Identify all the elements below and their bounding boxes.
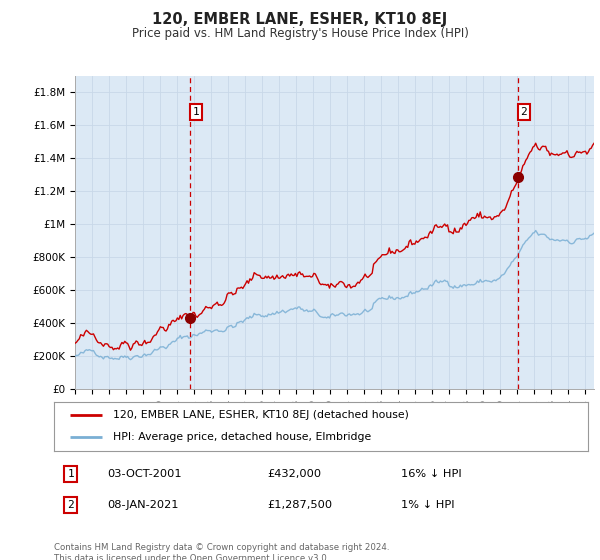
Text: 1: 1 <box>67 469 74 479</box>
Text: 2: 2 <box>520 107 527 117</box>
Text: 1% ↓ HPI: 1% ↓ HPI <box>401 500 455 510</box>
Text: 120, EMBER LANE, ESHER, KT10 8EJ: 120, EMBER LANE, ESHER, KT10 8EJ <box>152 12 448 27</box>
Text: 03-OCT-2001: 03-OCT-2001 <box>107 469 182 479</box>
Text: 1: 1 <box>193 107 199 117</box>
Text: £1,287,500: £1,287,500 <box>268 500 333 510</box>
Text: 16% ↓ HPI: 16% ↓ HPI <box>401 469 462 479</box>
Text: 120, EMBER LANE, ESHER, KT10 8EJ (detached house): 120, EMBER LANE, ESHER, KT10 8EJ (detach… <box>113 410 409 421</box>
Text: £432,000: £432,000 <box>268 469 322 479</box>
Text: Price paid vs. HM Land Registry's House Price Index (HPI): Price paid vs. HM Land Registry's House … <box>131 27 469 40</box>
Text: HPI: Average price, detached house, Elmbridge: HPI: Average price, detached house, Elmb… <box>113 432 371 442</box>
Text: 2: 2 <box>67 500 74 510</box>
Text: Contains HM Land Registry data © Crown copyright and database right 2024.
This d: Contains HM Land Registry data © Crown c… <box>54 543 389 560</box>
Text: 08-JAN-2021: 08-JAN-2021 <box>107 500 179 510</box>
